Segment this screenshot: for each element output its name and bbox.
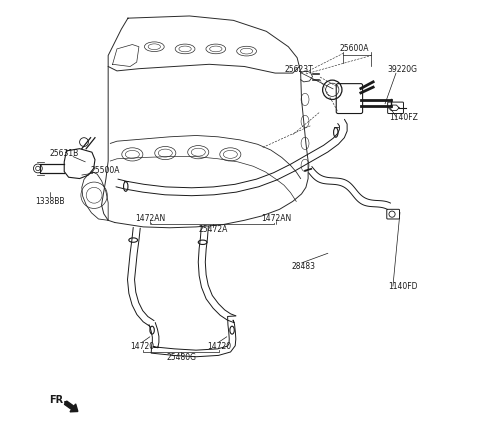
- Text: 25623T: 25623T: [285, 65, 314, 74]
- Text: 25600A: 25600A: [339, 44, 369, 53]
- Text: 25631B: 25631B: [49, 149, 79, 158]
- Text: 1140FZ: 1140FZ: [389, 113, 418, 121]
- Text: 1472AN: 1472AN: [261, 214, 291, 222]
- Text: 25480G: 25480G: [166, 353, 196, 362]
- Text: 28483: 28483: [292, 262, 316, 271]
- Text: FR.: FR.: [49, 396, 67, 405]
- Text: 1472AN: 1472AN: [135, 214, 165, 222]
- FancyArrow shape: [64, 401, 78, 412]
- Text: 39220G: 39220G: [387, 65, 418, 74]
- Text: 1140FD: 1140FD: [388, 282, 417, 291]
- Text: 14720: 14720: [131, 342, 155, 351]
- Text: 1338BB: 1338BB: [36, 197, 65, 206]
- Text: 25472A: 25472A: [198, 226, 228, 235]
- Text: 25500A: 25500A: [90, 166, 120, 175]
- Text: 14720: 14720: [207, 342, 231, 351]
